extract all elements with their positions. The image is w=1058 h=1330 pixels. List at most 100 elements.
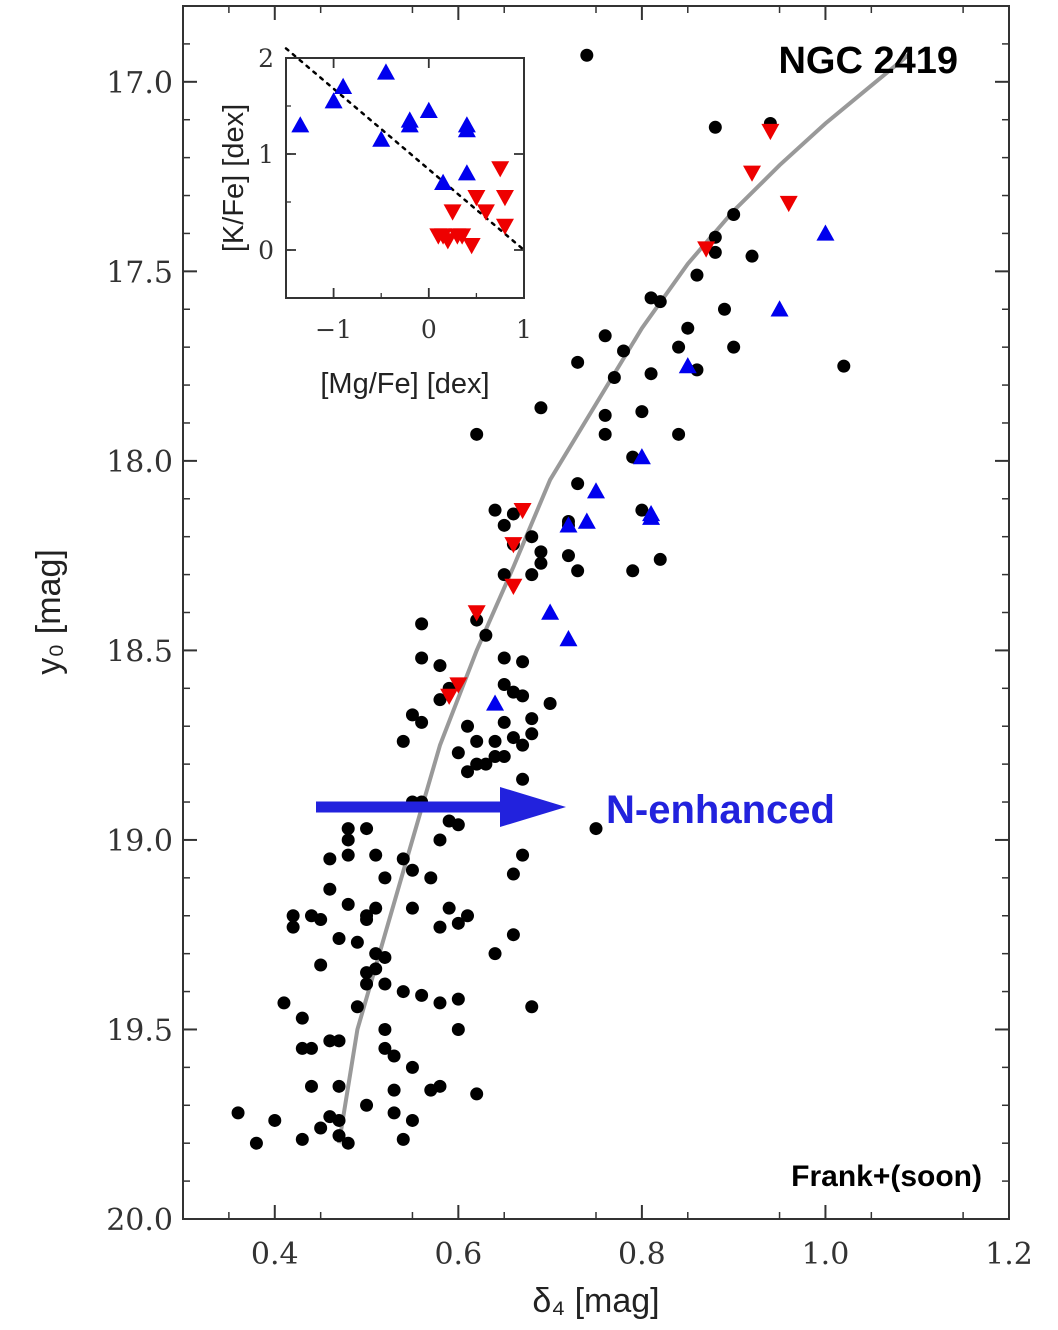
- data-point: [451, 992, 465, 1006]
- data-point: [525, 568, 539, 582]
- data-point: [506, 867, 520, 881]
- data-point: [525, 727, 539, 741]
- data-point: [415, 617, 429, 631]
- inset-y-tick-label: 1: [258, 140, 274, 169]
- y-tick-label: 18.5: [106, 634, 173, 669]
- y-tick-label: 18.0: [106, 445, 173, 480]
- data-point: [525, 1000, 539, 1014]
- inset-y-axis-title: [K/Fe] [dex]: [218, 104, 250, 252]
- triangle-down-marker: [504, 578, 523, 595]
- data-point: [488, 947, 502, 961]
- triangle-up-marker: [587, 482, 605, 499]
- triangle-up-marker: [678, 357, 697, 374]
- data-point: [405, 863, 419, 877]
- fit-curve: [337, 53, 910, 1144]
- data-point: [717, 302, 731, 316]
- data-point: [598, 329, 612, 343]
- data-point: [378, 977, 392, 991]
- data-point: [433, 1079, 447, 1093]
- data-point: [516, 689, 530, 703]
- data-point: [360, 977, 374, 991]
- data-point: [451, 1022, 465, 1036]
- x-tick-label: 0.4: [251, 1237, 299, 1272]
- data-point: [571, 564, 585, 578]
- data-point: [525, 530, 539, 544]
- data-point: [690, 268, 704, 282]
- triangle-up-marker: [457, 164, 476, 181]
- data-point: [304, 1079, 318, 1093]
- data-point: [461, 909, 475, 923]
- data-point: [295, 1132, 309, 1146]
- main-plot: 0.4 0.6 0.8 1.0 1.2 17.0 17.5 18.0 18.5 19.0 19.5 2…: [30, 5, 1033, 1320]
- data-point: [415, 715, 429, 729]
- inset-tick-labels: −1 0 1 0 1 2: [258, 44, 532, 344]
- data-point: [405, 1060, 419, 1074]
- data-point: [277, 996, 291, 1010]
- triangle-down-marker: [449, 677, 468, 694]
- x-tick-label: 1.0: [802, 1237, 850, 1272]
- data-point: [451, 916, 465, 930]
- data-point: [672, 340, 686, 354]
- triangle-down-marker: [467, 605, 486, 622]
- triangle-up-marker: [434, 173, 453, 190]
- data-point: [534, 401, 548, 415]
- triangle-down-marker: [491, 161, 510, 178]
- data-point: [396, 852, 410, 866]
- data-point: [360, 1098, 374, 1112]
- data-point: [332, 931, 346, 945]
- data-point: [268, 1113, 282, 1127]
- inset-x-axis-title: [Mg/Fe] [dex]: [320, 368, 489, 400]
- data-point: [488, 734, 502, 748]
- triangle-down-marker: [743, 165, 762, 182]
- triangle-down-marker: [438, 233, 457, 250]
- data-point: [598, 427, 612, 441]
- data-point: [561, 549, 575, 563]
- data-point: [286, 909, 300, 923]
- data-point: [231, 1106, 245, 1120]
- data-point: [470, 1087, 484, 1101]
- data-point: [497, 651, 511, 665]
- data-point: [314, 1121, 328, 1135]
- data-point: [369, 848, 383, 862]
- data-point: [424, 871, 438, 885]
- inset-x-tick-label: 0: [421, 315, 437, 344]
- data-point: [295, 1011, 309, 1025]
- data-point: [598, 408, 612, 422]
- data-point: [323, 1034, 337, 1048]
- x-axis-title: δ₄ [mag]: [532, 1282, 659, 1320]
- data-point: [323, 882, 337, 896]
- data-point: [369, 962, 383, 976]
- data-point: [451, 818, 465, 832]
- data-point: [708, 230, 722, 244]
- data-point: [516, 772, 530, 786]
- data-point: [470, 734, 484, 748]
- y-tick-label: 19.0: [106, 824, 173, 859]
- y-axis-title: y₀ [mag]: [30, 549, 68, 675]
- triangle-up-marker: [559, 516, 578, 533]
- triangle-up-marker: [334, 77, 353, 94]
- triangle-up-marker: [400, 111, 419, 128]
- data-point: [497, 568, 511, 582]
- data-point: [396, 1132, 410, 1146]
- triangle-down-marker: [697, 241, 716, 258]
- data-point: [644, 367, 658, 381]
- data-point: [378, 871, 392, 885]
- inset-y-tick-label: 2: [258, 44, 274, 73]
- main-tick-labels: 0.4 0.6 0.8 1.0 1.2 17.0 17.5 18.0 18.5 19.0 19.5 2…: [106, 66, 1033, 1272]
- data-point: [304, 1041, 318, 1055]
- x-tick-label: 1.2: [985, 1237, 1033, 1272]
- data-point: [461, 719, 475, 733]
- data-point: [332, 1129, 346, 1143]
- data-point: [341, 848, 355, 862]
- triangle-down-marker: [467, 190, 486, 207]
- triangle-up-marker: [457, 121, 476, 138]
- data-point: [727, 340, 741, 354]
- data-point: [626, 564, 640, 578]
- data-point: [653, 552, 667, 566]
- data-point: [497, 518, 511, 532]
- inset-x-tick-label: −1: [315, 315, 352, 344]
- data-point: [378, 1041, 392, 1055]
- data-point: [580, 48, 594, 62]
- triangle-up-marker: [770, 300, 789, 317]
